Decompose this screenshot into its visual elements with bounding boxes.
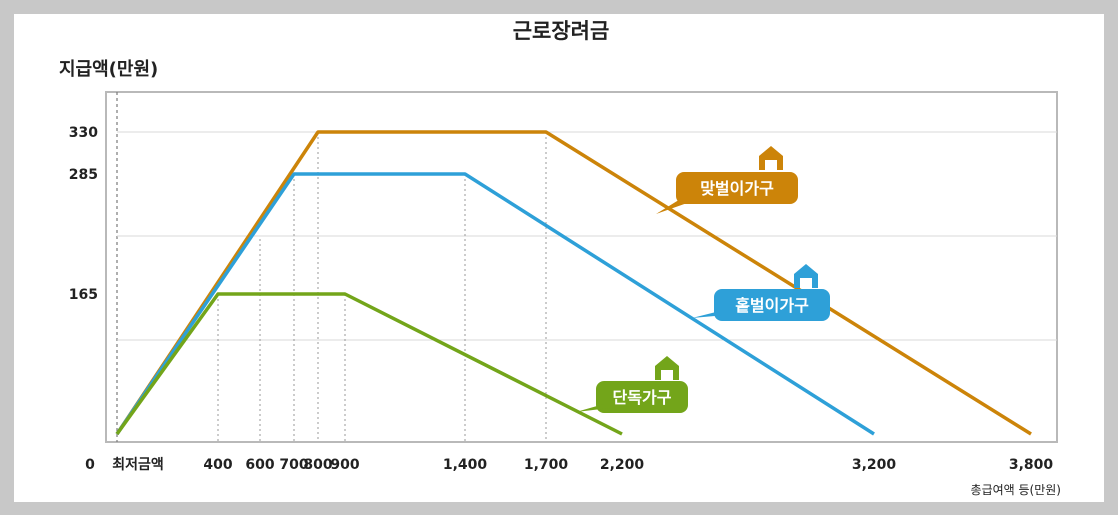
x-tick-label: 3,200 xyxy=(852,457,897,473)
plot-area xyxy=(105,91,1058,443)
legend-tag-bg xyxy=(714,289,830,321)
x-min-label: 최저금액 xyxy=(112,456,164,473)
y-tick-label: 165 xyxy=(69,287,98,303)
x-tick-label: 600 xyxy=(245,457,274,473)
series-line xyxy=(115,130,1032,436)
x-origin-label: 0 xyxy=(85,457,95,473)
y-axis-label: 지급액(만원) xyxy=(59,59,158,80)
legend-tag-single: 홑벌이가구 xyxy=(692,264,830,321)
legend-tag-dual: 맞벌이가구 xyxy=(656,146,798,214)
legend-label-single: 홑벌이가구 xyxy=(735,296,809,315)
x-tick-label: 900 xyxy=(330,457,359,473)
x-tick-label: 800 xyxy=(303,457,332,473)
legend-tag-bg xyxy=(596,381,688,413)
x-tick-label: 1,400 xyxy=(443,457,488,473)
legend-tag-solo: 단독가구 xyxy=(576,356,688,413)
x-tick-label: 400 xyxy=(203,457,232,473)
chart-title: 근로장려금 xyxy=(513,19,610,43)
chart-panel: 근로장려금 지급액(만원) 165 285 330 400 600 700 800 900 1… xyxy=(14,14,1104,502)
x-tick-label: 1,700 xyxy=(524,457,569,473)
x-axis-label: 총급여액 등(만원) xyxy=(971,483,1061,497)
y-tick-label: 330 xyxy=(69,125,98,141)
x-tick-label: 700 xyxy=(279,457,308,473)
legend-tag-bg xyxy=(676,172,798,204)
x-tick-label: 2,200 xyxy=(600,457,645,473)
x-tick-label: 3,800 xyxy=(1009,457,1054,473)
legend-label-solo: 단독가구 xyxy=(613,388,672,407)
series-line xyxy=(115,172,875,436)
y-tick-label: 285 xyxy=(69,167,98,183)
legend-label-dual: 맞벌이가구 xyxy=(700,179,774,198)
series-line xyxy=(115,292,623,436)
